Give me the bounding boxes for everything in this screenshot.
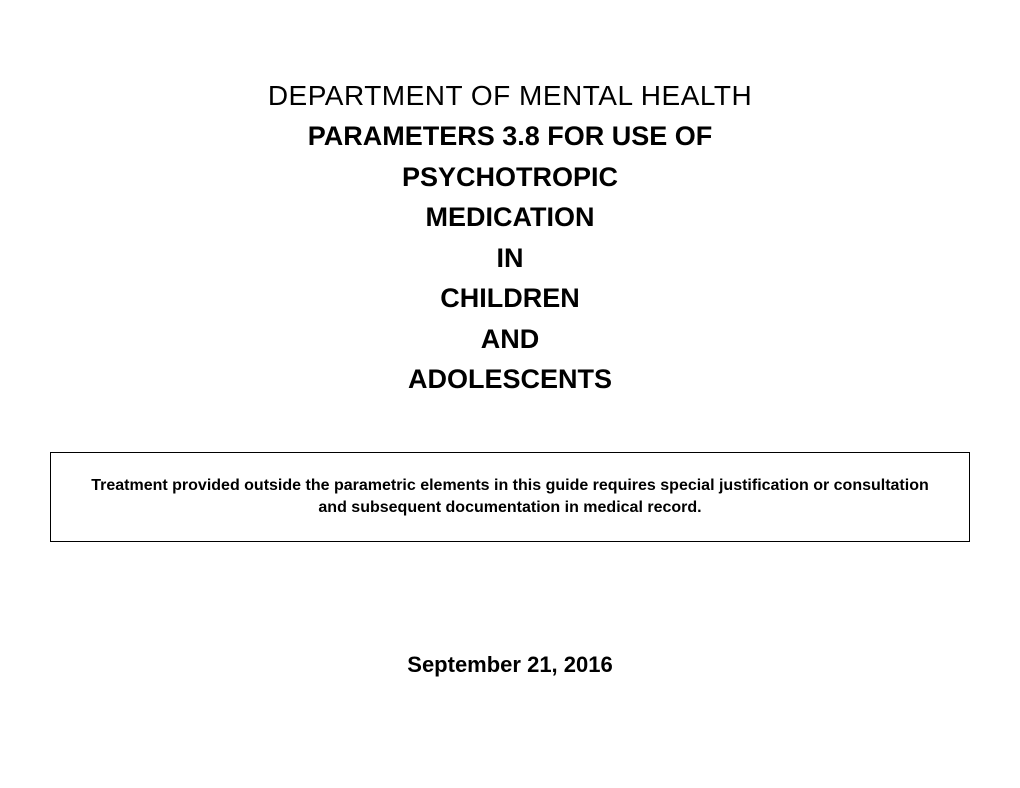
title-line-7: ADOLESCENTS xyxy=(308,359,713,400)
title-line-5: CHILDREN xyxy=(308,278,713,319)
document-page: DEPARTMENT OF MENTAL HEALTH PARAMETERS 3… xyxy=(0,0,1020,678)
notice-box: Treatment provided outside the parametri… xyxy=(50,452,970,543)
title-line-1: PARAMETERS 3.8 FOR USE OF xyxy=(308,116,713,157)
title-line-4: IN xyxy=(308,238,713,279)
document-date: September 21, 2016 xyxy=(407,652,612,678)
notice-text: Treatment provided outside the parametri… xyxy=(81,475,939,520)
title-line-6: AND xyxy=(308,319,713,360)
title-line-2: PSYCHOTROPIC xyxy=(308,157,713,198)
document-title: PARAMETERS 3.8 FOR USE OF PSYCHOTROPIC M… xyxy=(308,116,713,400)
department-header: DEPARTMENT OF MENTAL HEALTH xyxy=(268,80,752,112)
title-line-3: MEDICATION xyxy=(308,197,713,238)
